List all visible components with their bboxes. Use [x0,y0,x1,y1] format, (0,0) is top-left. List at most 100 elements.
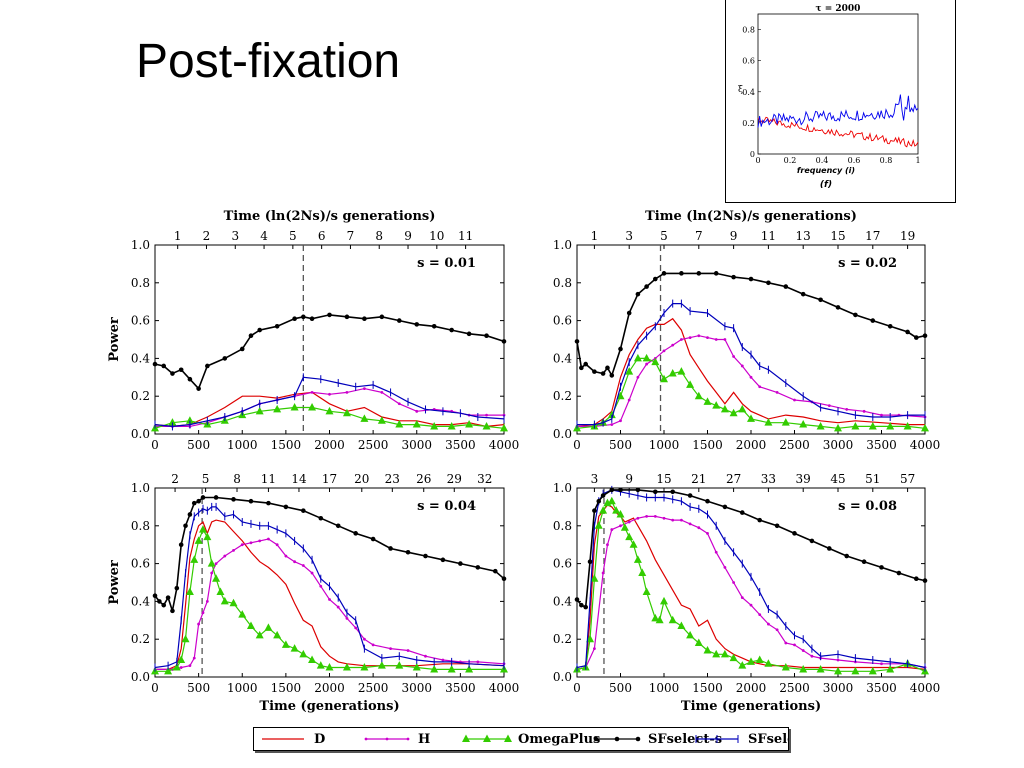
sfselect-s-point [157,599,162,604]
sfselect-s-point [492,568,498,574]
omegaplus-point [255,406,264,415]
sfselect-s-point [414,322,420,327]
omegaplus-point [316,661,325,669]
top-axis-label: Time (ln(2Ns)/s generations) [645,209,857,224]
inset-y-tick: 0 [750,150,755,159]
x-tick-label: 2500 [358,438,389,452]
sfselect-s-point [309,316,315,322]
omegaplus-point [308,403,317,411]
omegaplus-point [377,661,386,669]
sfselect-s-point [335,523,341,529]
h-point [749,375,753,379]
omegaplus-point [500,423,508,432]
y-tick-label: 0.8 [553,276,572,290]
omegaplus-point [607,410,616,419]
inset-y-tick: 0.4 [742,88,755,97]
sfselect-s-point [792,531,797,536]
omegaplus-point [599,506,608,514]
sfselect-s-point [905,329,910,335]
h-point [775,628,779,632]
series-d [576,504,926,670]
legend-label: SFselect [748,732,788,747]
omegaplus-point [212,574,221,582]
omegaplus-point [629,540,638,548]
omegaplus-point [729,653,738,662]
plot-frame [576,244,926,435]
omegaplus-point [616,509,625,518]
series-line-d [576,504,926,670]
sfselect-s-point [914,576,919,582]
sfselect-s-point [887,323,893,329]
y-tick-label: 0.4 [553,594,572,608]
h-point [601,571,605,575]
omegaplus-point [851,421,860,430]
h-point [364,737,368,741]
sfselect-s-point [501,576,507,582]
omegaplus-point [603,498,612,507]
h-point [688,336,692,340]
omegaplus-point [264,623,273,631]
sfselect-s-point [922,578,928,583]
inset-x-tick: 0.8 [880,156,893,165]
top-tick-label: 11 [761,229,776,243]
h-point [645,362,648,366]
h-point [645,514,648,518]
sfselect-s-point [196,386,201,391]
h-point [697,526,701,530]
omegaplus-point [834,423,842,432]
y-tick-label: 0.6 [131,557,150,571]
h-point [397,402,401,406]
series-sfselect [154,502,505,672]
series-sfselect-s [574,271,928,378]
omegaplus-point [447,664,456,673]
omegaplus-point [651,357,660,366]
h-point [619,419,622,423]
inset-x-tick: 1 [915,156,920,165]
x-tick-label: 2000 [314,438,345,452]
x-tick-label: 0 [151,438,159,452]
sfselect-s-point [370,536,376,542]
series-sfselect [576,299,926,429]
x-tick-label: 1000 [227,681,258,695]
sfselect-s-point [579,365,584,371]
omegaplus-point [177,655,186,663]
h-point [345,617,349,620]
omegaplus-point [712,649,721,658]
omegaplus-point [799,664,808,673]
sfselect-s-point [222,356,228,361]
h-point [845,408,849,411]
series-line-d [155,519,505,671]
sfselect-s-point [196,498,201,504]
chart-legend: D H OmegaPlus SFselect-s SFselect [253,727,789,751]
omegaplus-point [638,568,647,577]
omegaplus-point [655,615,664,624]
sfselect-s-point [583,604,588,610]
omegaplus-point [255,630,264,639]
h-point [593,647,596,651]
sfselect-s-point [783,284,789,289]
x-tick-label: 1500 [692,438,723,452]
omegaplus-point [720,649,729,658]
h-point [758,613,762,617]
sfselect-s-point [587,559,593,565]
h-point [606,543,609,547]
y-tick-label: 1.0 [131,238,150,252]
sfselect-s-point [879,565,884,570]
h-point [775,391,779,394]
y-tick-label: 0.4 [131,351,150,365]
omegaplus-point [816,664,825,673]
h-point [424,654,427,658]
sfselect-s-point [574,339,580,344]
h-point [188,664,192,668]
omegaplus-point [686,380,695,388]
sfselect-s-point [635,291,641,297]
y-tick-label: 1.0 [131,481,150,495]
h-point [749,603,753,607]
x-tick-label: 3500 [866,681,897,695]
inset-blue-trace [757,94,919,128]
top-tick-label: 23 [385,472,400,486]
sfselect-s-point [605,365,610,371]
series-d [576,317,925,427]
x-tick-label: 2000 [736,438,767,452]
omegaplus-point [229,598,238,607]
